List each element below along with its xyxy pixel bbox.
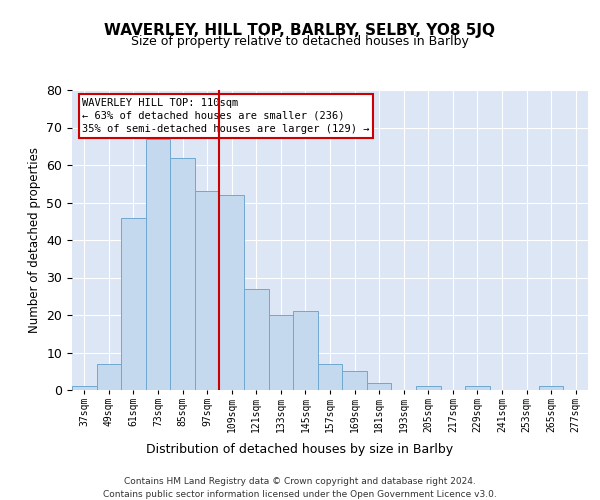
Bar (195, 191, 220, 390)
Bar (367, 382, 391, 390)
Text: Contains HM Land Registry data © Crown copyright and database right 2024.: Contains HM Land Registry data © Crown c… (124, 478, 476, 486)
Bar (170, 158, 195, 390)
Bar (293, 311, 318, 390)
Text: WAVERLEY, HILL TOP, BARLBY, SELBY, YO8 5JQ: WAVERLEY, HILL TOP, BARLBY, SELBY, YO8 5… (104, 22, 496, 38)
Bar (318, 364, 342, 390)
Bar (465, 386, 490, 390)
Bar (220, 195, 244, 390)
Bar (121, 218, 146, 390)
Bar (146, 138, 170, 390)
Text: Distribution of detached houses by size in Barlby: Distribution of detached houses by size … (146, 442, 454, 456)
Bar (72, 386, 97, 390)
Bar (244, 289, 269, 390)
Bar (539, 386, 563, 390)
Bar (97, 364, 121, 390)
Text: WAVERLEY HILL TOP: 110sqm
← 63% of detached houses are smaller (236)
35% of semi: WAVERLEY HILL TOP: 110sqm ← 63% of detac… (82, 98, 370, 134)
Bar (416, 386, 440, 390)
Bar (269, 315, 293, 390)
Text: Contains public sector information licensed under the Open Government Licence v3: Contains public sector information licen… (103, 490, 497, 499)
Bar (342, 371, 367, 390)
Y-axis label: Number of detached properties: Number of detached properties (28, 147, 41, 333)
Text: Size of property relative to detached houses in Barlby: Size of property relative to detached ho… (131, 35, 469, 48)
